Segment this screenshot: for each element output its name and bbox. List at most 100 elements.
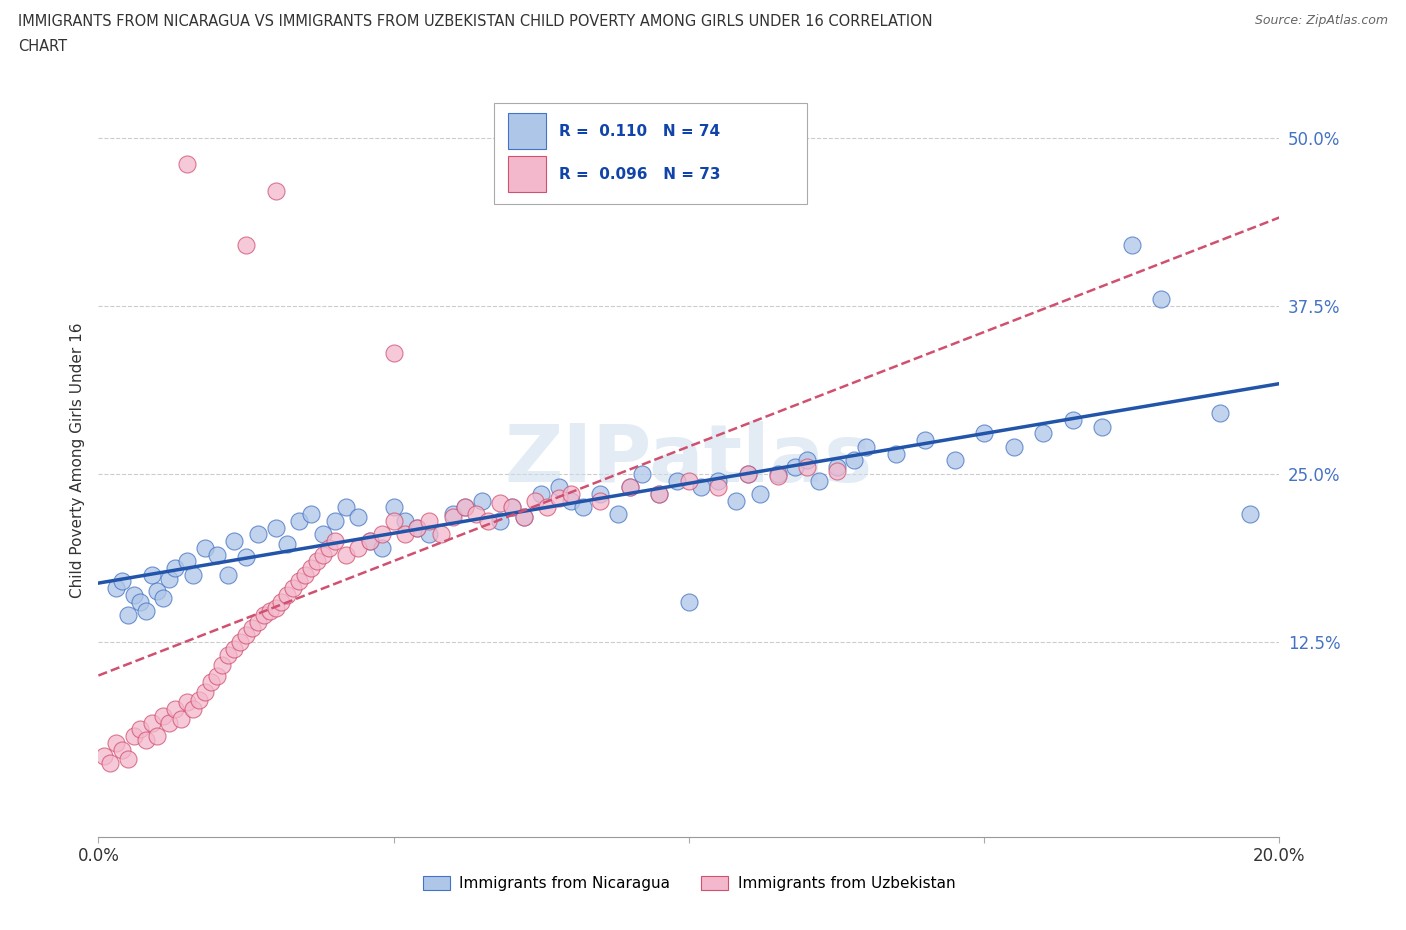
Point — [270, 594, 292, 609]
Point — [152, 709, 174, 724]
Y-axis label: Child Poverty Among Girls Under 16: Child Poverty Among Girls Under 16 — [69, 323, 84, 598]
Point — [170, 711, 193, 726]
Point — [181, 702, 204, 717]
Point — [335, 547, 357, 562]
Point — [200, 675, 222, 690]
Point — [217, 648, 239, 663]
Point — [748, 486, 770, 501]
Point — [122, 588, 145, 603]
Point — [294, 567, 316, 582]
Point — [347, 540, 370, 555]
Point — [785, 459, 807, 474]
Point — [93, 749, 115, 764]
Point — [176, 157, 198, 172]
Point — [512, 510, 534, 525]
Point — [501, 500, 523, 515]
Point — [146, 583, 169, 598]
Point — [111, 742, 134, 757]
Point — [725, 493, 748, 508]
Point — [135, 604, 157, 618]
Text: Source: ZipAtlas.com: Source: ZipAtlas.com — [1254, 14, 1388, 27]
Point — [536, 500, 558, 515]
Point — [318, 540, 340, 555]
Point — [589, 493, 612, 508]
Point — [548, 480, 571, 495]
Point — [259, 604, 281, 618]
Point — [512, 510, 534, 525]
Point — [1062, 413, 1084, 428]
Point — [666, 473, 689, 488]
Point — [430, 527, 453, 542]
Point — [157, 715, 180, 730]
Point — [441, 510, 464, 525]
Point — [141, 715, 163, 730]
Point — [105, 580, 128, 595]
Point — [288, 574, 311, 589]
Point — [205, 668, 228, 683]
Point — [855, 440, 877, 455]
Point — [766, 469, 789, 484]
Point — [1091, 419, 1114, 434]
Point — [194, 684, 217, 699]
Point — [246, 527, 269, 542]
Point — [589, 486, 612, 501]
Point — [323, 513, 346, 528]
Point — [371, 527, 394, 542]
Point — [630, 466, 652, 481]
Point — [453, 500, 475, 515]
Point — [796, 459, 818, 474]
Point — [229, 634, 252, 649]
Point — [165, 702, 187, 717]
Point — [394, 527, 416, 542]
Point — [465, 507, 488, 522]
Point — [489, 513, 512, 528]
Point — [1239, 507, 1261, 522]
Point — [973, 426, 995, 441]
Point — [394, 513, 416, 528]
Point — [560, 493, 582, 508]
Point — [288, 513, 311, 528]
Point — [305, 553, 328, 568]
Point — [707, 473, 730, 488]
FancyBboxPatch shape — [494, 102, 807, 205]
Point — [619, 480, 641, 495]
Text: R =  0.096   N = 73: R = 0.096 N = 73 — [560, 166, 720, 181]
Point — [283, 580, 305, 595]
Point — [707, 480, 730, 495]
Point — [737, 466, 759, 481]
Point — [607, 507, 630, 522]
Point — [152, 591, 174, 605]
Legend: Immigrants from Nicaragua, Immigrants from Uzbekistan: Immigrants from Nicaragua, Immigrants fr… — [416, 870, 962, 897]
Point — [807, 473, 830, 488]
Point — [211, 658, 233, 672]
Point — [240, 621, 263, 636]
Point — [264, 601, 287, 616]
Point — [276, 537, 298, 551]
Point — [1121, 238, 1143, 253]
Point — [471, 493, 494, 508]
Point — [176, 553, 198, 568]
Point — [530, 486, 553, 501]
Point — [176, 695, 198, 710]
Point — [884, 446, 907, 461]
Point — [1032, 426, 1054, 441]
Point — [347, 510, 370, 525]
Point — [276, 588, 298, 603]
Point — [477, 513, 499, 528]
Point — [489, 496, 512, 511]
Point — [135, 733, 157, 748]
Text: CHART: CHART — [18, 39, 67, 54]
Point — [187, 692, 209, 707]
Point — [181, 567, 204, 582]
Point — [418, 513, 440, 528]
Point — [678, 594, 700, 609]
Point — [382, 513, 405, 528]
Point — [441, 507, 464, 522]
Point — [224, 534, 246, 549]
Point — [299, 507, 322, 522]
Point — [235, 628, 257, 643]
Point — [194, 540, 217, 555]
Point — [98, 755, 121, 770]
Point — [501, 500, 523, 515]
Point — [560, 486, 582, 501]
